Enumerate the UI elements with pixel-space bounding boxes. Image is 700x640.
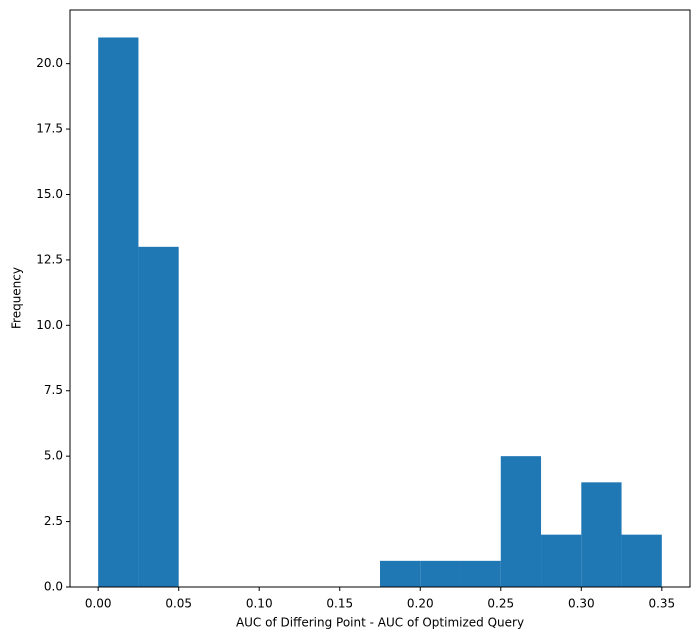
bar [420,560,461,587]
plot-frame [69,9,691,588]
y-tick-label: 20.0 [36,56,63,70]
x-tick-label: 0.10 [246,597,273,611]
x-tick-label: 0.05 [165,597,192,611]
y-tick-label: 7.5 [44,383,63,397]
x-tick-label: 0.25 [487,597,514,611]
bar [621,534,662,587]
x-tick-label: 0.35 [648,597,675,611]
bar [460,560,501,587]
bar [138,246,179,587]
y-tick-label: 15.0 [36,187,63,201]
y-tick-label: 17.5 [36,122,63,136]
bar [380,560,421,587]
y-tick-label: 10.0 [36,318,63,332]
bar [541,534,582,587]
y-tick-label: 2.5 [44,514,63,528]
x-tick-label: 0.00 [85,597,112,611]
bar [581,482,622,587]
y-tick-label: 0.0 [44,580,63,594]
x-axis-label: AUC of Differing Point - AUC of Optimize… [236,616,524,630]
bar [98,37,139,587]
y-tick-label: 5.0 [44,449,63,463]
x-tick-label: 0.15 [326,597,353,611]
x-tick-label: 0.30 [568,597,595,611]
bar [500,456,542,587]
y-tick-label: 12.5 [36,252,63,266]
y-axis-label: Frequency [10,267,24,329]
x-tick-label: 0.20 [407,597,434,611]
